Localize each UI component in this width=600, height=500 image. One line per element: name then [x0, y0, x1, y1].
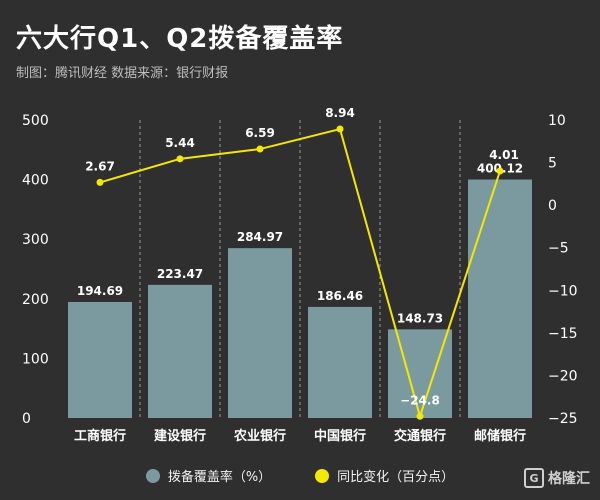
line-point: [416, 412, 424, 420]
line-value-label: 2.67: [85, 159, 115, 173]
legend-item-bar[interactable]: 拨备覆盖率（%）: [145, 466, 272, 485]
left-axis-tick-label: 400: [22, 173, 49, 189]
bar: [468, 179, 532, 418]
category-tick-label: 邮储银行: [474, 428, 526, 444]
left-axis-tick-label: 500: [22, 113, 49, 129]
bar-value-label: 194.69: [77, 284, 123, 298]
chart-title: 六大行Q1、Q2拨备覆盖率: [16, 24, 344, 54]
left-axis-ticks: 0 100 200 300 400 500: [22, 113, 49, 427]
legend-bar-label: 拨备覆盖率（%）: [167, 470, 272, 485]
line-point: [256, 145, 264, 153]
chart-subtitle: 制图：腾讯财经 数据来源：银行财报: [16, 66, 229, 81]
legend-line-label: 同比变化（百分点）: [337, 470, 455, 485]
line-value-label: 8.94: [325, 106, 355, 120]
line-point: [96, 178, 104, 186]
category-tick-label: 工商银行: [74, 428, 126, 444]
line-path: [99, 127, 501, 420]
right-axis-tick-label: 0: [548, 198, 557, 214]
line-point: [336, 125, 344, 133]
line-value-label: −24.8: [400, 393, 440, 407]
bar-value-label: 148.73: [397, 311, 443, 325]
bar-value-label: 186.46: [317, 289, 363, 303]
bar-value-label: 284.97: [237, 230, 283, 244]
watermark-text: 格隆汇: [548, 471, 590, 487]
right-axis-ticks: 10 5 0 −5 −10 −15 −20 −25: [548, 113, 578, 427]
watermark: G 格隆汇: [524, 468, 590, 488]
legend: 拨备覆盖率（%） 同比变化（百分点）: [0, 466, 600, 485]
bar: [388, 329, 452, 418]
line-point: [176, 155, 184, 163]
line-point: [496, 167, 504, 175]
line-value-label: 6.59: [245, 126, 275, 140]
bar-value-label: 223.47: [157, 267, 203, 281]
right-axis-tick-label: 10: [548, 113, 566, 129]
right-axis-tick-label: −5: [548, 241, 569, 257]
category-labels: 工商银行 建设银行 农业银行 中国银行 交通银行 邮储银行: [74, 428, 526, 444]
right-axis-tick-label: −15: [548, 326, 578, 342]
watermark-logo-icon: G: [524, 468, 544, 488]
legend-item-line[interactable]: 同比变化（百分点）: [315, 466, 454, 485]
category-tick-label: 建设银行: [154, 428, 206, 444]
line-series: [96, 125, 504, 420]
legend-bar-swatch: [145, 468, 160, 483]
category-tick-label: 交通银行: [394, 428, 446, 444]
right-axis-tick-label: −25: [548, 411, 578, 427]
left-axis-tick-label: 200: [22, 292, 49, 308]
category-tick-label: 农业银行: [233, 428, 286, 444]
line-value-label: 5.44: [165, 136, 195, 150]
bar-series: [68, 179, 532, 418]
category-tick-label: 中国银行: [314, 428, 366, 444]
right-axis-tick-label: −10: [548, 283, 578, 299]
bar: [228, 248, 292, 418]
line-data-labels: 2.67 5.44 6.59 8.94 −24.8 4.01: [85, 106, 519, 407]
left-axis-tick-label: 0: [22, 411, 31, 427]
bar: [68, 301, 132, 418]
right-axis-tick-label: 5: [548, 156, 557, 172]
right-axis-tick-label: −20: [548, 368, 578, 384]
legend-line-swatch: [315, 468, 330, 483]
bar: [308, 306, 372, 418]
bar: [148, 284, 212, 418]
left-axis-tick-label: 100: [22, 351, 49, 367]
line-value-label: 4.01: [489, 148, 519, 162]
left-axis-tick-label: 300: [22, 232, 49, 248]
